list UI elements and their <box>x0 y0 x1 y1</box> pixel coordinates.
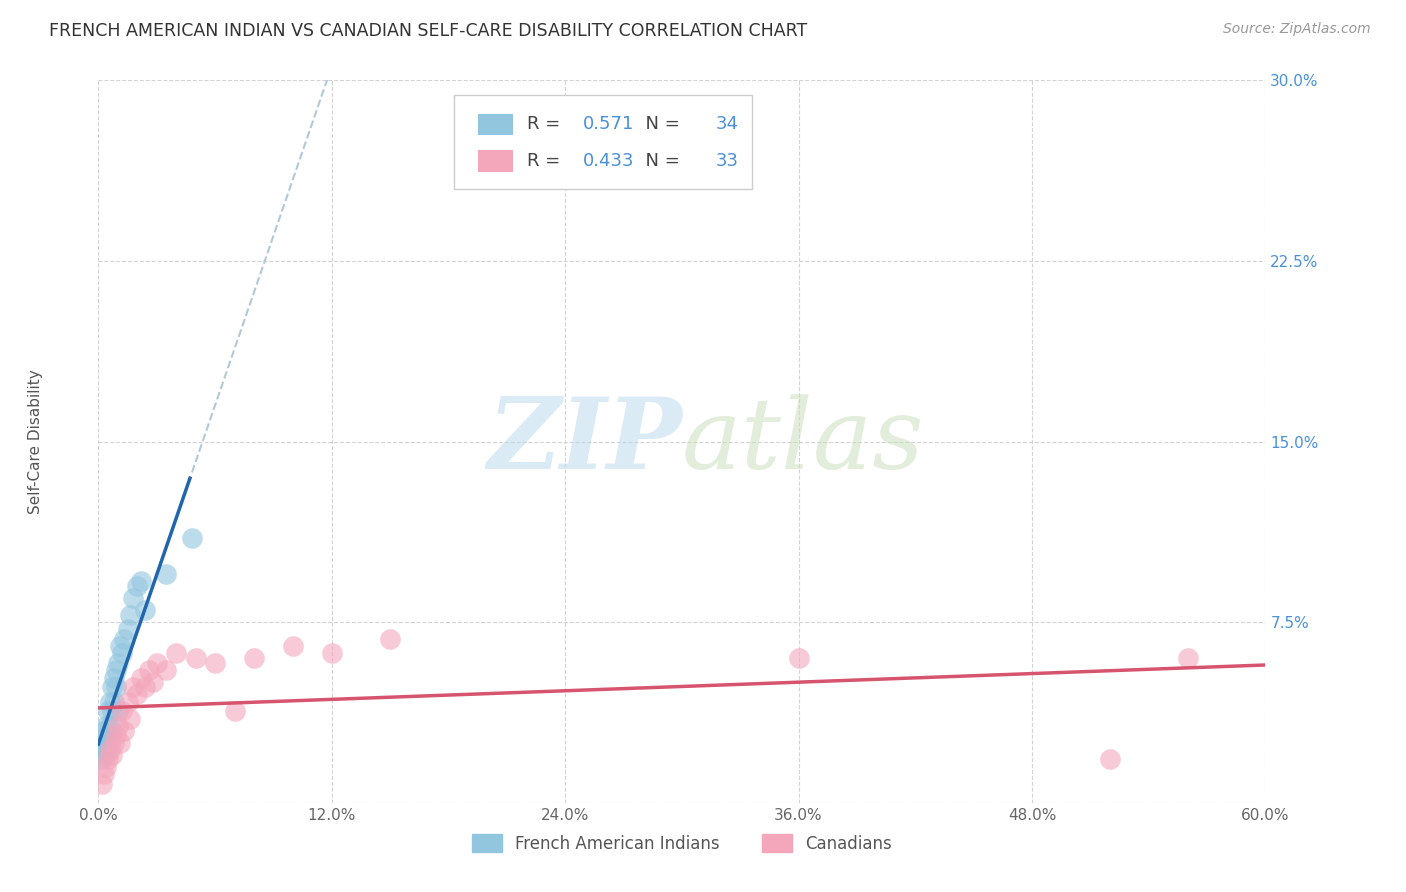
Text: 34: 34 <box>716 115 738 133</box>
Text: atlas: atlas <box>682 394 925 489</box>
Point <box>101 723 124 738</box>
Point <box>96 735 118 749</box>
Point <box>91 776 114 790</box>
Point <box>107 656 129 670</box>
Point <box>103 695 125 709</box>
Point <box>93 743 115 757</box>
Point <box>118 607 141 622</box>
Point <box>127 579 149 593</box>
Point <box>122 591 145 605</box>
Point <box>91 735 114 749</box>
Point <box>97 704 120 718</box>
Point <box>155 664 177 678</box>
Point <box>98 743 121 757</box>
Point <box>108 735 131 749</box>
Point <box>165 647 187 661</box>
Point <box>101 704 124 718</box>
Bar <box>478 113 513 136</box>
Point <box>97 752 120 766</box>
Point <box>180 531 202 545</box>
Point <box>107 704 129 718</box>
Y-axis label: Self-Care Disability: Self-Care Disability <box>28 369 42 514</box>
Point <box>1098 752 1121 766</box>
Point <box>97 743 120 757</box>
Point <box>281 639 304 653</box>
Point <box>89 747 111 762</box>
Point <box>96 747 118 762</box>
Point <box>112 632 135 646</box>
Point <box>107 719 129 733</box>
Text: N =: N = <box>634 152 686 169</box>
Text: 33: 33 <box>716 152 738 169</box>
Point <box>93 723 115 738</box>
Point <box>96 719 118 733</box>
Point <box>117 623 139 637</box>
Legend: French American Indians, Canadians: French American Indians, Canadians <box>465 828 898 860</box>
Point <box>321 647 343 661</box>
Point <box>204 656 226 670</box>
Point <box>129 671 152 685</box>
Point <box>103 671 125 685</box>
Point <box>96 760 118 774</box>
Point <box>243 651 266 665</box>
Point <box>127 687 149 701</box>
Point <box>380 632 402 646</box>
Point <box>146 656 169 670</box>
Point <box>91 752 114 766</box>
Text: N =: N = <box>634 115 686 133</box>
Text: 0.433: 0.433 <box>582 152 634 169</box>
Point <box>155 567 177 582</box>
Point <box>103 735 125 749</box>
Point <box>98 695 121 709</box>
Text: R =: R = <box>527 152 565 169</box>
Point <box>104 680 127 694</box>
Point <box>134 603 156 617</box>
Point <box>122 680 145 694</box>
Text: Source: ZipAtlas.com: Source: ZipAtlas.com <box>1223 22 1371 37</box>
Point <box>1177 651 1199 665</box>
Point <box>97 728 120 742</box>
Text: R =: R = <box>527 115 565 133</box>
Point <box>117 695 139 709</box>
Point <box>104 664 127 678</box>
Point <box>111 647 134 661</box>
Point <box>98 735 121 749</box>
Bar <box>478 150 513 171</box>
Point <box>98 719 121 733</box>
Point <box>93 767 115 781</box>
Point <box>108 639 131 653</box>
Text: ZIP: ZIP <box>486 393 682 490</box>
FancyBboxPatch shape <box>454 95 752 189</box>
Point <box>224 704 246 718</box>
Point <box>138 664 160 678</box>
Text: FRENCH AMERICAN INDIAN VS CANADIAN SELF-CARE DISABILITY CORRELATION CHART: FRENCH AMERICAN INDIAN VS CANADIAN SELF-… <box>49 22 807 40</box>
Point <box>101 680 124 694</box>
Point <box>184 651 207 665</box>
Point <box>129 574 152 589</box>
Point <box>118 712 141 726</box>
Point <box>104 728 127 742</box>
Point <box>112 723 135 738</box>
Point <box>142 675 165 690</box>
Text: 0.571: 0.571 <box>582 115 634 133</box>
Point <box>111 704 134 718</box>
Point <box>101 747 124 762</box>
Point <box>787 651 810 665</box>
Point <box>134 680 156 694</box>
